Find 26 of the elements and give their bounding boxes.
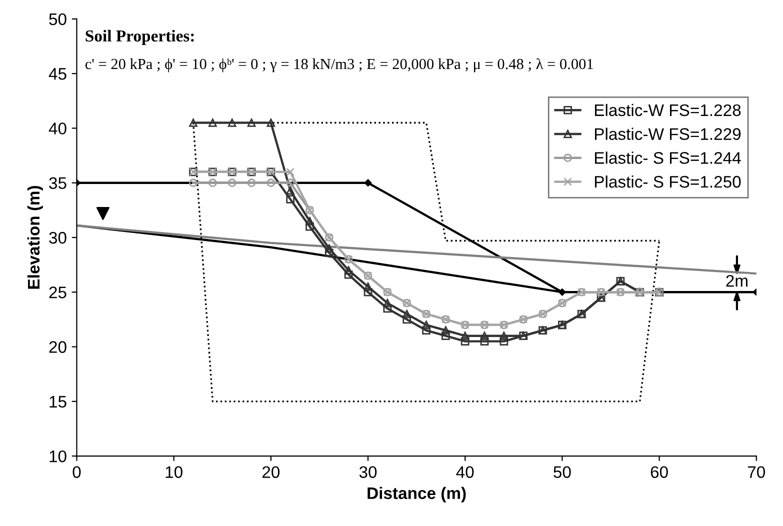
y-tick-label: 25	[49, 286, 66, 298]
legend-label: Plastic- S FS=1.250	[594, 175, 741, 188]
x-tick-label: 10	[166, 466, 182, 478]
y-tick-label: 15	[50, 396, 66, 408]
legend-label: Plastic-W FS=1.229	[594, 128, 741, 140]
y-axis-title: Elevation (m)	[27, 186, 43, 289]
x-tick-label: 0	[72, 466, 81, 478]
y-tick-label: 35	[49, 177, 66, 190]
x-tick-label: 50	[554, 466, 571, 478]
x-tick-label: 40	[456, 466, 474, 478]
annotation: 2m	[726, 274, 748, 287]
y-tick-label: 30	[49, 232, 66, 244]
y-tick-label: 45	[48, 68, 66, 80]
legend-label: Elastic-W FS=1.228	[594, 104, 741, 116]
x-tick-label: 30	[359, 466, 377, 478]
x-tick-label: 20	[262, 466, 280, 478]
y-tick-label: 20	[49, 341, 66, 353]
y-tick-label: 40	[48, 122, 66, 134]
annotation: Soil Properties:	[86, 30, 194, 45]
y-tick-label: 50	[49, 13, 66, 26]
x-tick-label: 70	[748, 466, 765, 478]
annotation: c' = 20 kPa ; ϕ' = 10 ; ϕᵇ' = 0 ; γ = 18 kN/m3 ; E = 20,000 kPa ; μ = 0.48 ; λ = 0.001	[85, 58, 593, 72]
x-axis-title: Distance (m)	[368, 486, 466, 502]
legend-label: Elastic- S FS=1.244	[594, 152, 741, 164]
y-tick-label: 10	[50, 450, 66, 462]
x-tick-label: 60	[650, 466, 668, 478]
